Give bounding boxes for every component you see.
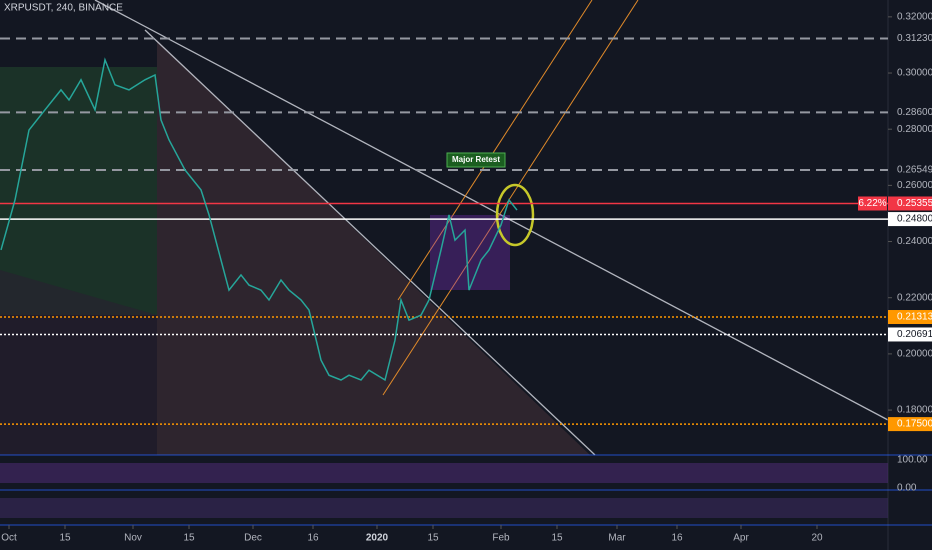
price-label-box [888,417,932,432]
price-label-box [888,310,932,325]
change-label: 6.22% [858,198,886,209]
trend-line [94,0,889,421]
oscillator-label: 100.00 [897,455,928,466]
channel-line [397,0,593,301]
x-tick-label: Feb [492,533,510,544]
price-label: 0.17500 [897,419,932,430]
x-tick-label: 15 [427,533,439,544]
price-line [0,57,518,382]
y-tick-label: 0.20000 [897,349,932,360]
price-label-box [888,196,932,211]
channel-line [382,0,639,396]
x-tick-label: 16 [307,533,319,544]
annotation-box [446,152,506,168]
y-tick-label: 0.28000 [897,124,932,135]
price-label: 0.26549 [897,165,932,176]
price-label-box [888,327,932,342]
wedge-zone-left [0,270,157,455]
price-label: 0.24800 [897,214,932,225]
y-tick-label: 0.22000 [897,292,932,303]
trend-line [144,29,596,456]
x-tick-label: Apr [733,533,749,544]
change-box [858,196,887,211]
oscillator-band [0,463,888,483]
price-label-box [888,212,932,227]
highlight-circle [495,183,535,247]
x-tick-label: 15 [551,533,563,544]
oscillator-label: 0.00 [897,483,917,494]
y-tick-label: 0.18000 [897,405,932,416]
x-tick-label: Mar [608,533,626,544]
y-tick-label: 0.32000 [897,11,932,22]
y-tick-label: 0.24000 [897,236,932,247]
x-tick-label: 2020 [366,533,389,544]
x-tick-label: 15 [183,533,195,544]
annotation: Major Retest [452,155,500,164]
price-label: 0.28600 [897,107,932,118]
x-tick-label: 20 [811,533,823,544]
x-tick-label: Dec [244,533,262,544]
y-tick-label: 0.30000 [897,68,932,79]
x-tick-label: 16 [671,533,683,544]
oscillator-band [0,498,888,518]
price-label: 0.25355 [897,198,932,209]
x-tick-label: Oct [1,533,17,544]
price-label: 0.31230 [897,33,932,44]
price-label: 0.20691 [897,329,932,340]
highlight-zone [430,215,510,290]
chart-title: XRPUSDT, 240, BINANCE [4,3,123,14]
range-zone [0,67,157,315]
x-tick-label: 15 [59,533,71,544]
y-tick-label: 0.26000 [897,180,932,191]
price-label: 0.21313 [897,312,932,323]
x-tick-label: Nov [124,533,142,544]
